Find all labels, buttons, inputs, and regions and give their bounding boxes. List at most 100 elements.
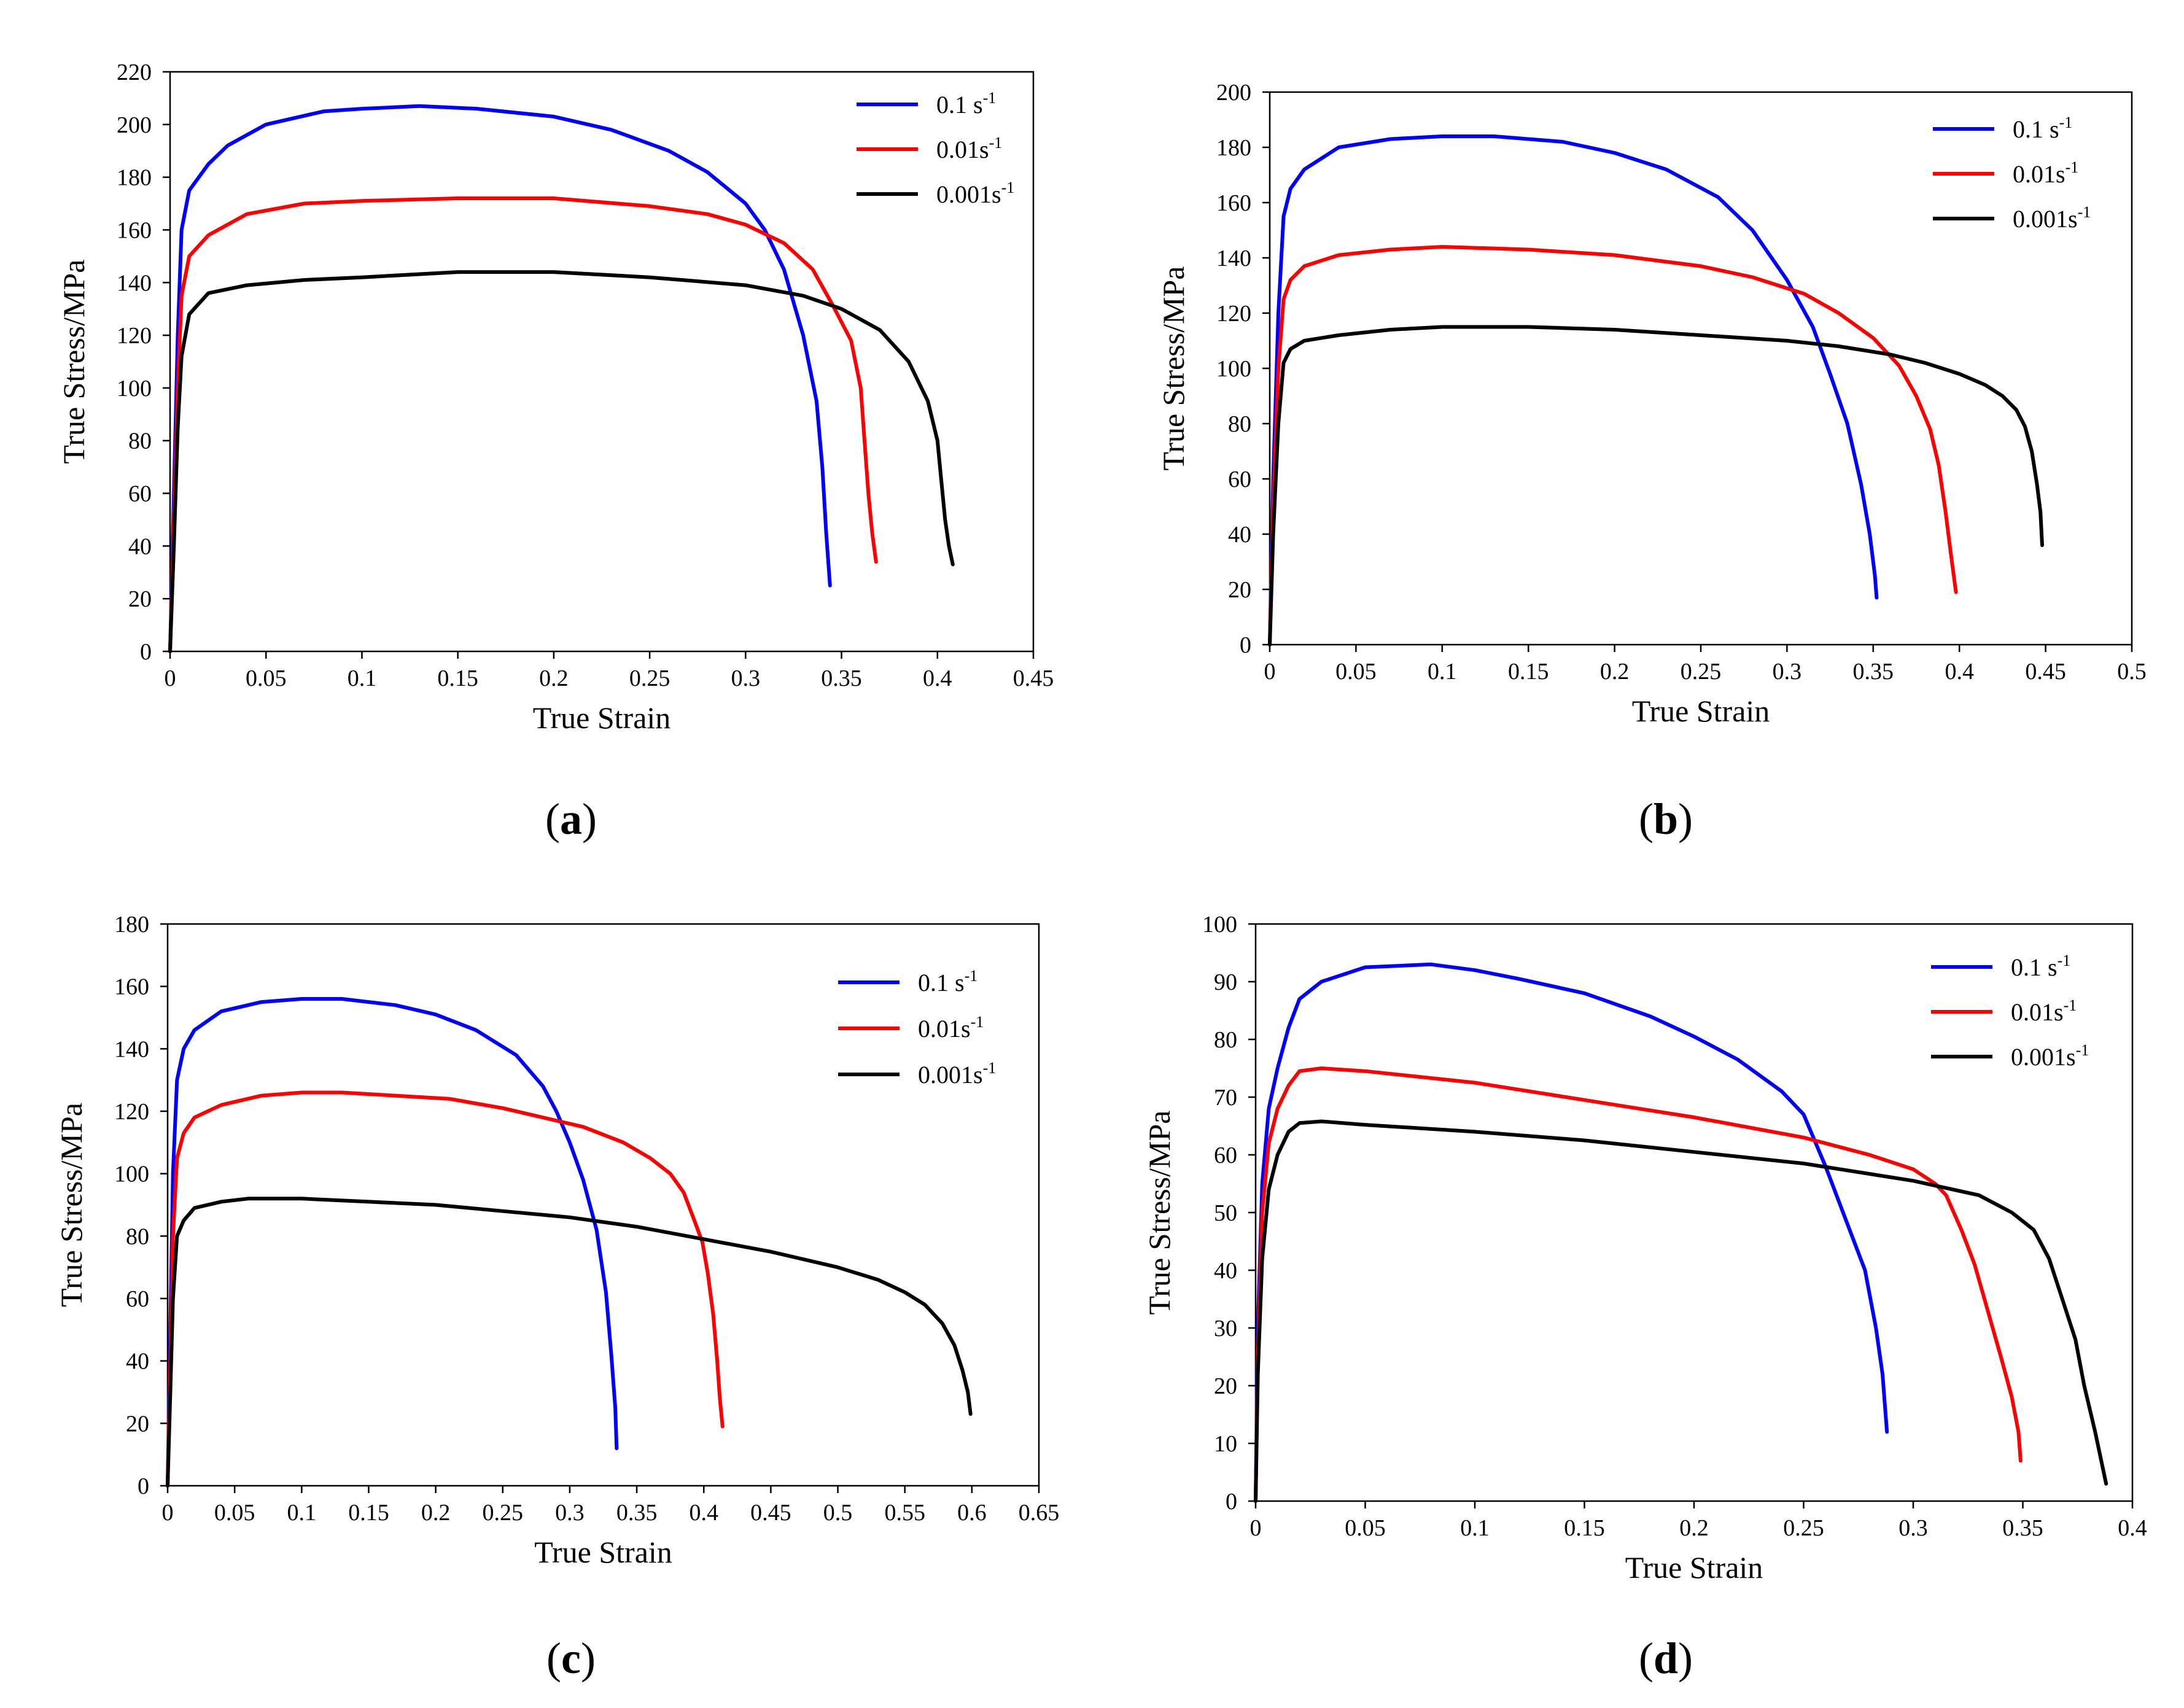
y-axis-label: True Stress/MPa	[1142, 1111, 1176, 1315]
y-tick-label: 60	[126, 1286, 149, 1312]
y-tick-label: 40	[126, 1349, 149, 1375]
panel-caption-letter: d	[1654, 1634, 1678, 1683]
x-tick-label: 0.1	[1460, 1515, 1490, 1541]
y-tick-label: 0	[138, 1473, 149, 1499]
legend-superscript: -1	[983, 1059, 997, 1077]
x-tick-label: 0.35	[616, 1500, 658, 1526]
x-tick-label: 0.55	[884, 1500, 925, 1526]
y-tick-label: 120	[114, 1099, 149, 1125]
y-tick-label: 180	[117, 165, 152, 191]
y-tick-label: 60	[128, 481, 152, 507]
legend-label-2: 0.001s-1	[2013, 203, 2091, 233]
x-tick-label: 0.25	[1681, 659, 1722, 685]
y-tick-label: 80	[128, 429, 152, 454]
x-tick-label: 0.6	[957, 1500, 987, 1526]
x-tick-label: 0.2	[1600, 659, 1630, 685]
x-tick-label: 0.3	[731, 666, 761, 691]
y-tick-label: 120	[1216, 301, 1251, 327]
y-tick-label: 40	[1214, 1258, 1237, 1284]
x-tick-label: 0.35	[2002, 1515, 2043, 1541]
legend-superscript: -1	[983, 89, 997, 107]
y-axis-label: True Stress/MPa	[1156, 266, 1191, 471]
y-tick-label: 70	[1214, 1085, 1237, 1111]
y-tick-label: 40	[1228, 522, 1251, 548]
plot-frame	[1254, 923, 2134, 1502]
panel-caption-letter: c	[561, 1634, 581, 1683]
y-tick-label: 20	[126, 1411, 149, 1437]
x-tick-label: 0.65	[1019, 1500, 1060, 1526]
y-tick-label: 200	[1216, 80, 1251, 106]
y-tick-label: 90	[1214, 969, 1237, 995]
x-axis-label: True Strain	[534, 1535, 672, 1569]
y-tick-label: 160	[114, 974, 149, 1000]
y-tick-label: 140	[1216, 246, 1251, 271]
legend-label-2: 0.001s-1	[936, 179, 1014, 208]
y-tick-label: 20	[1228, 577, 1251, 603]
series-line-0	[1254, 962, 1889, 1503]
panel-caption-letter: b	[1654, 794, 1678, 844]
panel-caption-letter: a	[560, 794, 582, 844]
series-line-1	[1268, 245, 1958, 646]
y-axis-label: True Stress/MPa	[56, 260, 91, 464]
x-tick-label: 0.4	[923, 666, 952, 691]
x-tick-label: 0.4	[2118, 1515, 2147, 1541]
plot-frame	[1269, 91, 2133, 646]
x-tick-label: 0.5	[2117, 659, 2147, 685]
x-tick-label: 0.35	[821, 666, 862, 691]
legend-label-0: 0.1 s-1	[2011, 952, 2070, 981]
series-line-2	[1254, 1119, 2108, 1503]
x-tick-label: 0.25	[629, 666, 670, 691]
panel-caption: (c)	[546, 1634, 596, 1683]
x-tick-label: 0.4	[689, 1500, 718, 1526]
x-tick-label: 0.2	[421, 1500, 451, 1526]
legend-superscript: -1	[1001, 179, 1015, 196]
panel-caption: (a)	[545, 794, 597, 844]
y-tick-label: 50	[1214, 1200, 1237, 1226]
legend-superscript: -1	[2058, 952, 2071, 969]
y-tick-label: 180	[114, 912, 149, 937]
legend-superscript: -1	[2076, 1041, 2089, 1059]
y-tick-label: 60	[1228, 467, 1251, 492]
x-tick-label: 0.45	[1013, 666, 1054, 691]
plot-frame	[169, 71, 1035, 653]
x-tick-label: 0.15	[1508, 659, 1549, 685]
x-tick-label: 0	[165, 666, 176, 691]
x-axis-label: True Strain	[1632, 694, 1770, 728]
x-tick-label: 0.25	[483, 1500, 524, 1526]
x-tick-label: 0.05	[1335, 659, 1377, 685]
x-tick-label: 0	[1264, 659, 1276, 685]
legend-label-1: 0.01s-1	[2011, 996, 2077, 1026]
x-tick-label: 0.2	[1679, 1515, 1709, 1541]
legend-label-0: 0.1 s-1	[936, 89, 996, 118]
legend-superscript: -1	[2059, 114, 2073, 131]
y-tick-label: 100	[117, 376, 152, 402]
x-tick-label: 0.4	[1945, 659, 1974, 685]
y-tick-label: 180	[1216, 135, 1251, 161]
x-tick-label: 0.15	[348, 1500, 389, 1526]
y-tick-label: 60	[1214, 1143, 1237, 1168]
chart-panel-c: 0 0.05 0.1 0.15 0.2 0.25 0.3 0.35 0.4 0.45 0.5 0.55…	[54, 912, 1059, 1683]
y-tick-label: 160	[1216, 190, 1251, 216]
x-tick-label: 0.5	[823, 1500, 853, 1526]
y-tick-label: 80	[1228, 411, 1251, 437]
x-tick-label: 0.3	[1898, 1515, 1928, 1541]
chart-panel-b: 0 0.05 0.1 0.15 0.2 0.25 0.3 0.35 0.4 0.45 0.5 0 20 4…	[1156, 80, 2147, 844]
x-tick-label: 0.45	[750, 1500, 791, 1526]
chart-panel-d: 0 0.05 0.1 0.15 0.2 0.25 0.3 0.35 0.4 0 10 20 30 40 50…	[1142, 912, 2147, 1683]
plot-frame	[166, 923, 1040, 1487]
legend-label-1: 0.01s-1	[936, 134, 1002, 163]
legend-label-2: 0.001s-1	[918, 1059, 996, 1089]
x-tick-label: 0.15	[1564, 1515, 1605, 1541]
series-line-0	[166, 997, 619, 1488]
x-tick-label: 0.1	[287, 1500, 317, 1526]
y-tick-label: 30	[1214, 1316, 1237, 1341]
series-line-2	[1268, 325, 2044, 646]
y-tick-label: 0	[1240, 632, 1251, 658]
y-tick-label: 0	[140, 639, 152, 665]
legend-label-0: 0.1 s-1	[2013, 114, 2072, 143]
y-tick-label: 20	[128, 586, 152, 612]
x-tick-label: 0.35	[1853, 659, 1894, 685]
x-tick-label: 0.3	[1773, 659, 1802, 685]
y-axis-label: True Stress/MPa	[54, 1103, 88, 1307]
